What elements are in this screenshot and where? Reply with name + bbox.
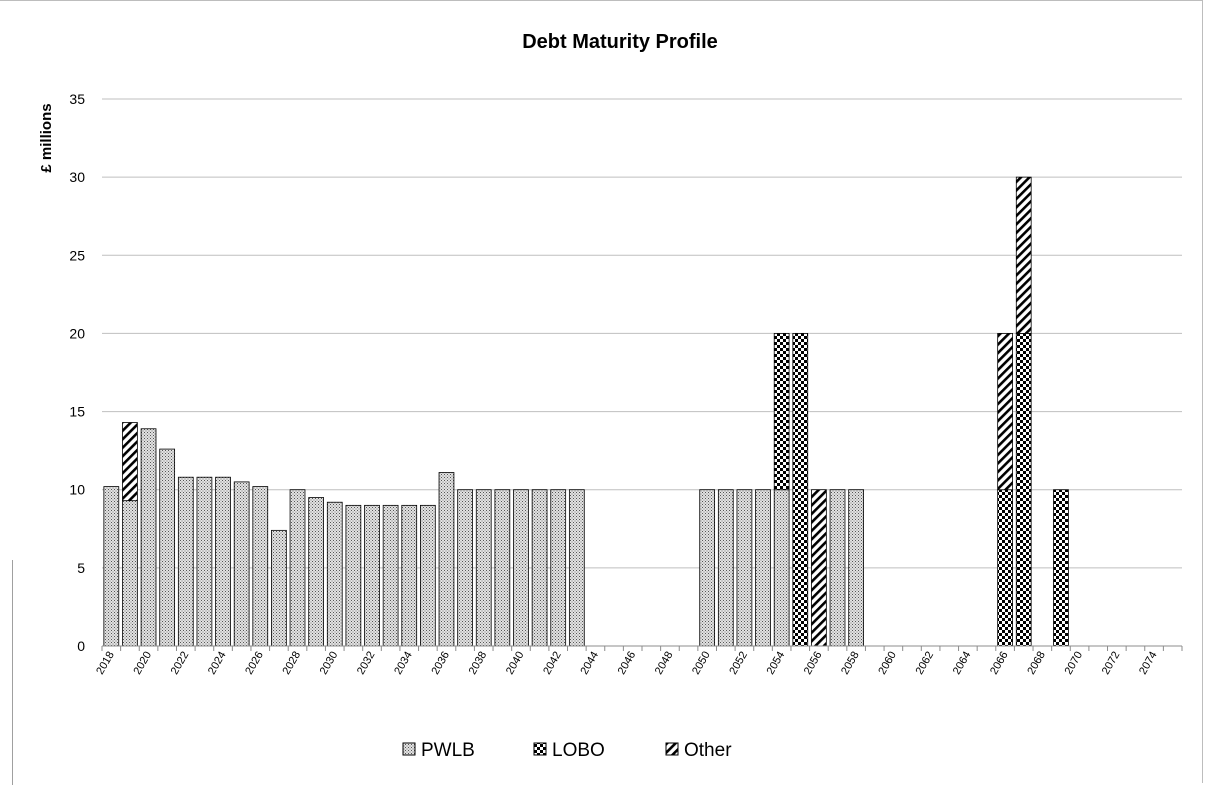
x-tick-2070: 2070 [1063,650,1086,677]
x-tick-2038: 2038 [467,650,490,677]
legend-swatch-pwlb [402,742,416,756]
bar-pwlb-2029 [308,497,324,647]
bar-pwlb-2041 [531,489,548,647]
bar-pwlb-2058 [848,489,864,647]
y-axis-label: £ millions [38,103,55,172]
x-tick-2054: 2054 [765,650,788,677]
x-tick-2052: 2052 [727,650,750,677]
x-tick-2062: 2062 [914,650,937,677]
bar-pwlb-2038 [475,489,492,647]
legend-label-other: Other [684,740,732,761]
x-tick-2020: 2020 [132,650,155,677]
x-tick-2018: 2018 [94,650,117,677]
bar-pwlb-2026 [252,486,269,647]
bar-pwlb-2034 [401,504,418,647]
bar-pwlb-2035 [420,504,436,647]
y-tick-35: 35 [69,91,85,107]
bar-pwlb-2042 [550,489,567,647]
legend-swatch-lobo [533,742,547,756]
x-tick-2074: 2074 [1137,650,1160,677]
y-tick-10: 10 [69,482,85,498]
bar-pwlb-2025 [233,481,250,647]
x-tick-2024: 2024 [206,650,229,677]
bar-pwlb-2043 [568,489,585,647]
legend-label-pwlb: PWLB [421,740,475,761]
bar-lobo-2069 [1053,489,1069,647]
x-tick-2060: 2060 [876,650,899,677]
bar-pwlb-2052 [736,489,753,647]
bar-lobo-2054 [773,333,790,491]
bar-pwlb-2027 [271,529,287,647]
x-tick-labels: 2018 2020 2022 2024 2026 2028 2030 2032 2034 2036… [94,650,1159,677]
y-tick-0: 0 [77,638,85,654]
chart-title: Debt Maturity Profile [522,31,718,53]
bar-pwlb-2051 [717,489,734,647]
y-tick-30: 30 [69,169,85,185]
bar-pwlb-2019 [122,500,138,647]
x-tick-2046: 2046 [616,650,639,677]
bar-lobo-2066 [997,489,1013,647]
x-tick-2064: 2064 [951,650,974,677]
x-tick-2022: 2022 [169,650,192,677]
legend-swatch-other [665,742,679,756]
x-axis [101,645,1183,651]
x-tick-2042: 2042 [541,650,564,677]
bar-other-2067 [1015,176,1032,334]
x-tick-2036: 2036 [429,650,452,677]
x-tick-2072: 2072 [1100,650,1123,677]
bar-pwlb-2024 [215,476,231,647]
x-tick-2026: 2026 [243,650,266,677]
y-tick-15: 15 [69,404,85,420]
bar-pwlb-2018 [103,486,120,647]
bar-lobo-2067 [1015,333,1032,647]
x-tick-2066: 2066 [988,650,1011,677]
x-tick-2032: 2032 [355,650,378,677]
bar-other-2066 [997,333,1013,491]
bar-pwlb-2040 [513,489,529,647]
x-tick-2028: 2028 [280,650,303,677]
bar-pwlb-2022 [177,476,194,647]
bar-pwlb-2033 [382,504,399,647]
y-tick-labels: 0 5 10 15 20 25 30 35 [69,91,85,654]
x-tick-2040: 2040 [504,650,527,677]
legend: PWLB LOBO Other [402,740,732,761]
bar-other-2056 [811,489,827,647]
x-tick-2048: 2048 [653,650,676,677]
bar-pwlb-2050 [699,489,716,647]
bar-pwlb-2037 [457,489,473,647]
bar-lobo-2055 [792,333,809,647]
x-tick-2058: 2058 [839,650,862,677]
x-tick-2050: 2050 [690,650,713,677]
x-tick-2030: 2030 [318,650,341,677]
x-tick-2034: 2034 [392,650,415,677]
bar-pwlb-2057 [829,489,846,647]
bar-pwlb-2036 [438,472,455,647]
bar-pwlb-2039 [494,489,511,647]
bar-pwlb-2054 [773,489,790,647]
frame-left-edge [12,560,13,785]
legend-label-lobo: LOBO [552,740,605,761]
bar-pwlb-2053 [755,489,771,647]
bars [103,176,1069,647]
bar-pwlb-2028 [289,489,306,647]
x-tick-2068: 2068 [1025,650,1048,677]
bar-pwlb-2030 [326,501,343,647]
bar-other-2019 [122,422,138,502]
bar-pwlb-2020 [140,428,157,647]
y-tick-5: 5 [77,560,85,576]
x-tick-2044: 2044 [578,650,601,677]
bar-pwlb-2031 [345,504,362,647]
bar-pwlb-2021 [159,448,176,647]
y-tick-20: 20 [69,325,85,341]
bar-pwlb-2023 [196,476,213,647]
y-tick-25: 25 [69,247,85,263]
bar-pwlb-2032 [364,504,380,647]
x-tick-2056: 2056 [802,650,825,677]
